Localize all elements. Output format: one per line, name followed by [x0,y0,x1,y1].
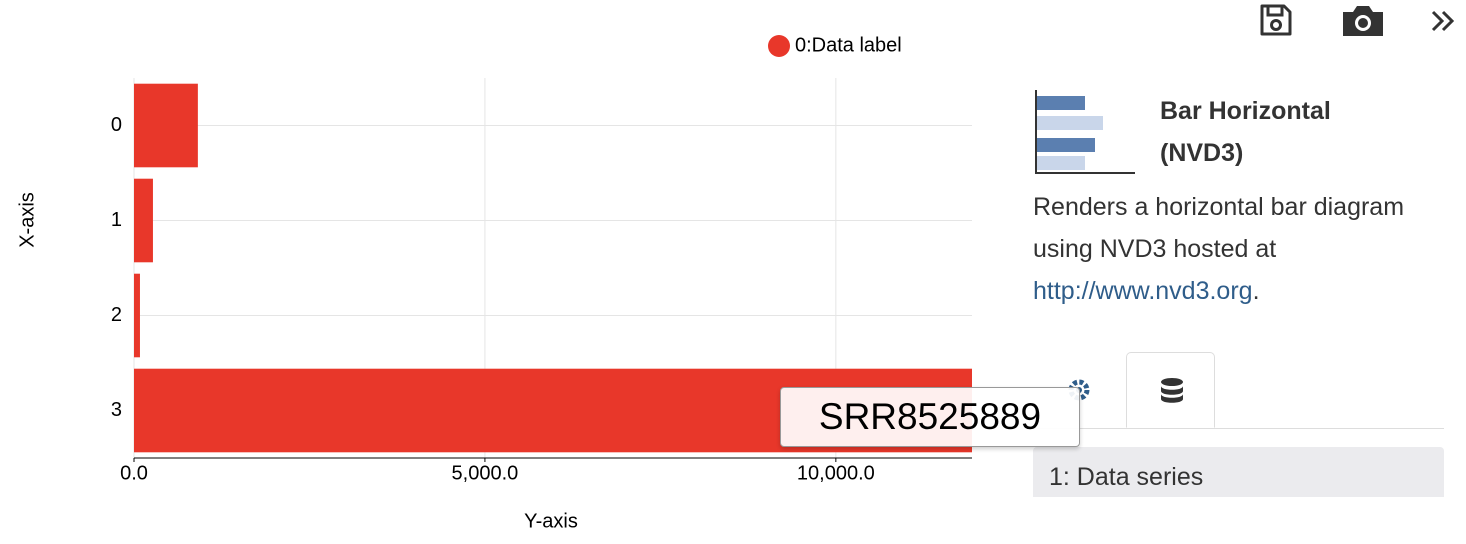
collapse-icon[interactable] [1430,8,1456,34]
y-tick-label: 10,000.0 [797,462,875,484]
legend-marker [768,35,790,57]
description-end: . [1252,277,1260,305]
viz-title: Bar Horizontal (NVD3) [1160,97,1331,167]
bar [134,83,198,168]
database-icon [1161,378,1183,403]
tab-divider [1033,428,1444,429]
nvd3-link[interactable]: http://www.nvd3.org [1033,277,1253,305]
legend-label: 0:Data label [795,34,902,56]
x-tick-label: 0 [111,114,122,136]
camera-icon[interactable] [1341,2,1385,38]
x-tick-label: 1 [111,209,122,231]
tooltip: SRR8525889 [780,387,1080,447]
y-tick-label: 0.0 [120,462,148,484]
x-tick-label: 3 [111,399,122,421]
axis-title: X-axis [16,192,38,248]
description-text: Renders a horizontal bar diagram using N… [1033,193,1405,263]
x-tick-label: 2 [111,304,122,326]
save-icon[interactable] [1258,2,1294,38]
thumbnail [1035,90,1135,174]
data-tab[interactable] [1126,352,1215,428]
viz-description: Renders a horizontal bar diagram using N… [1033,186,1433,312]
bar [134,273,140,358]
axis-title: Y-axis [524,510,578,532]
bar [134,178,153,263]
y-tick-label: 5,000.0 [452,462,519,484]
chart: 0 1 2 3 0.0 5,000.0 10,000.0 0:Data label Y-axis… [16,34,972,532]
data-series-header[interactable]: 1: Data series [1033,447,1444,497]
